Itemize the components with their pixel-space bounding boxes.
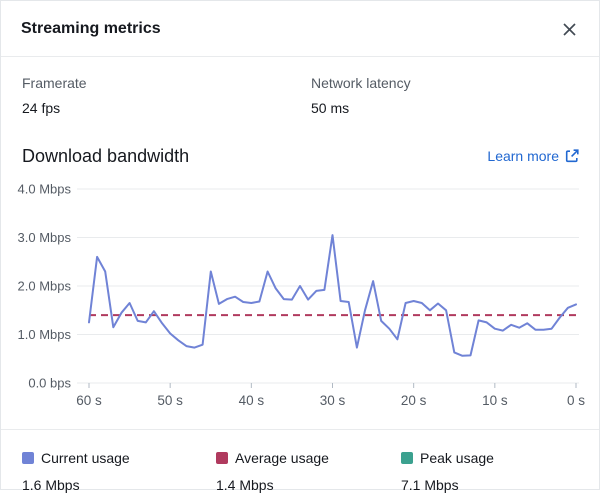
average-usage-value: 1.4 Mbps (216, 477, 274, 493)
current-usage-label: Current usage (41, 450, 130, 466)
framerate-value: 24 fps (22, 100, 61, 116)
stat-framerate: Framerate 24 fps (22, 73, 311, 118)
y-axis-tick-label: 3.0 Mbps (18, 230, 72, 245)
network-latency-label: Network latency (311, 75, 411, 91)
legend-item-peak-usage[interactable]: Peak usage 7.1 Mbps (401, 448, 579, 495)
dialog-header: Streaming metrics (1, 1, 599, 57)
x-axis-tick-label: 50 s (157, 393, 183, 408)
average-usage-label: Average usage (235, 450, 329, 466)
close-button[interactable] (557, 17, 581, 41)
bandwidth-chart: 4.0 Mbps 3.0 Mbps 2.0 Mbps 1.0 Mbps 0.0 bps 6… (18, 182, 586, 409)
current-usage-value: 1.6 Mbps (22, 477, 80, 493)
current-usage-line (88, 234, 577, 357)
y-axis-tick-label: 2.0 Mbps (18, 279, 72, 294)
close-icon (562, 22, 576, 36)
x-axis-tick-label: 40 s (239, 393, 265, 408)
framerate-label: Framerate (22, 75, 87, 91)
learn-more-link[interactable]: Learn more (487, 146, 579, 166)
stat-network-latency: Network latency 50 ms (311, 73, 579, 118)
legend-item-current-usage[interactable]: Current usage 1.6 Mbps (22, 448, 216, 495)
x-axis-tick-label: 30 s (320, 393, 346, 408)
external-link-icon (565, 149, 579, 163)
learn-more-label: Learn more (487, 148, 559, 164)
chart-legend: Current usage 1.6 Mbps Average usage 1.4 Mb… (1, 430, 599, 495)
y-axis-tick-label: 0.0 bps (28, 376, 71, 391)
x-axis-tick-label: 10 s (482, 393, 508, 408)
x-axis-tick-label: 60 s (76, 393, 102, 408)
legend-item-header: Average usage (216, 448, 401, 468)
network-latency-value: 50 ms (311, 100, 350, 116)
legend-item-header: Peak usage (401, 448, 579, 468)
peak-usage-swatch-icon (401, 452, 413, 464)
section-title: Download bandwidth (22, 146, 190, 166)
x-axis-tick-label: 0 s (567, 393, 585, 408)
current-usage-swatch-icon (22, 452, 34, 464)
peak-usage-value: 7.1 Mbps (401, 477, 459, 493)
legend-item-header: Current usage (22, 448, 216, 468)
y-axis-tick-label: 4.0 Mbps (18, 182, 72, 197)
y-axis-tick-label: 1.0 Mbps (18, 327, 72, 342)
stats-row: Framerate 24 fps Network latency 50 ms (22, 73, 579, 118)
peak-usage-label: Peak usage (420, 450, 494, 466)
legend-divider (1, 429, 599, 430)
section-heading-row: Download bandwidth Learn more (22, 144, 579, 168)
dialog-title: Streaming metrics (21, 20, 161, 37)
legend-item-average-usage[interactable]: Average usage 1.4 Mbps (216, 448, 401, 495)
average-usage-swatch-icon (216, 452, 228, 464)
x-axis-tick-label: 20 s (401, 393, 427, 408)
